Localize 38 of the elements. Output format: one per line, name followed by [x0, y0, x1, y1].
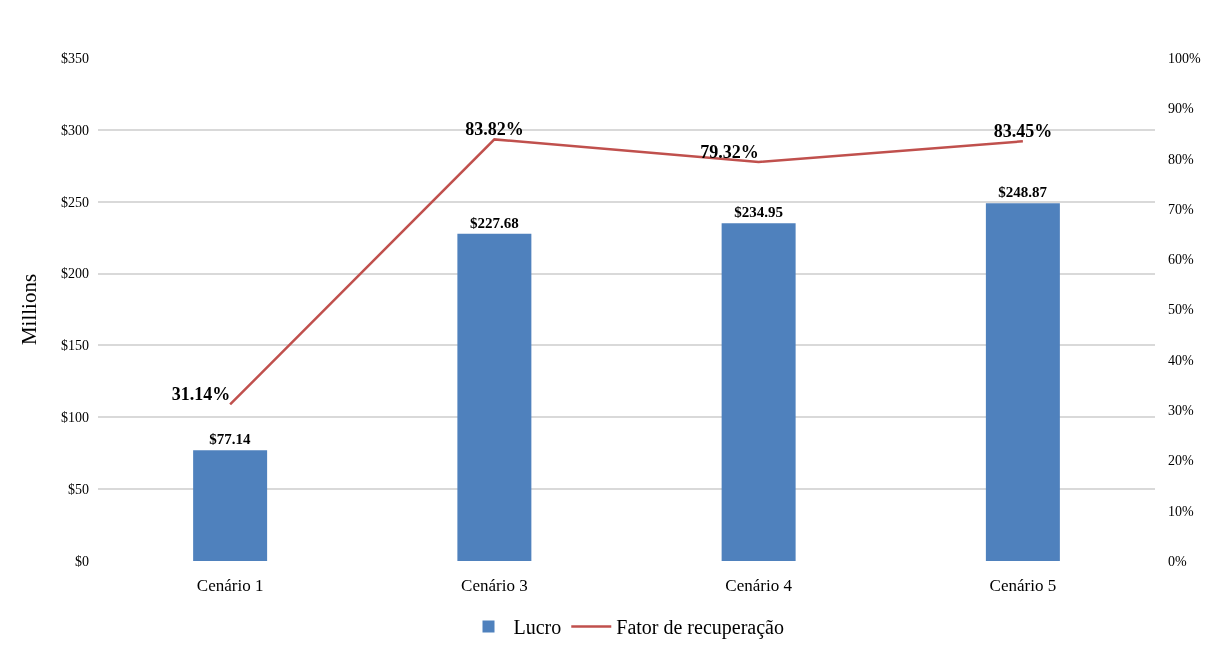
y-tick-label: $350	[61, 50, 89, 66]
y-axis-title: Millions	[17, 273, 42, 346]
x-tick-label: Cenário 4	[725, 576, 793, 595]
data-label: $77.14	[209, 431, 251, 448]
x-tick-label: Cenário 3	[461, 576, 528, 595]
data-label: $227.68	[470, 214, 519, 231]
data-label: 83.82%	[465, 118, 524, 139]
y-tick-label: $0	[75, 553, 89, 569]
y-tick-label: $150	[61, 338, 89, 354]
y2-tick-label: 80%	[1168, 151, 1194, 167]
x-tick-label: Cenário 1	[196, 576, 264, 595]
bar	[985, 203, 1060, 561]
y-tick-label: $250	[61, 194, 89, 210]
y2-tick-label: 50%	[1168, 302, 1194, 318]
y-tick-label: $50	[68, 482, 89, 498]
bar	[457, 233, 532, 561]
bar	[193, 450, 268, 561]
y2-tick-label: 40%	[1168, 352, 1194, 368]
data-label: 31.14%	[171, 383, 231, 404]
y2-tick-label: 20%	[1168, 453, 1194, 469]
y2-tick-label: 60%	[1168, 252, 1194, 268]
x-tick-label: Cenário 5	[989, 576, 1057, 595]
y-tick-label: $200	[61, 266, 89, 282]
y2-tick-label: 10%	[1168, 503, 1194, 519]
y-tick-label: $100	[61, 410, 89, 426]
legend-label: Lucro	[513, 616, 562, 639]
y2-tick-label: 30%	[1168, 403, 1194, 418]
bar	[721, 223, 796, 561]
data-label: 79.32%	[700, 141, 759, 162]
y2-tick-label: 0%	[1168, 553, 1187, 569]
legend-label: Fator de recuperação	[616, 616, 784, 640]
y2-tick-label: 100%	[1168, 50, 1201, 66]
y2-tick-label: 70%	[1168, 201, 1194, 217]
data-label: 83.45%	[993, 120, 1053, 141]
data-label: $248.87	[998, 184, 1048, 201]
y-tick-label: $300	[61, 122, 89, 138]
data-label: $234.95	[734, 204, 783, 221]
y2-tick-label: 90%	[1168, 101, 1194, 117]
